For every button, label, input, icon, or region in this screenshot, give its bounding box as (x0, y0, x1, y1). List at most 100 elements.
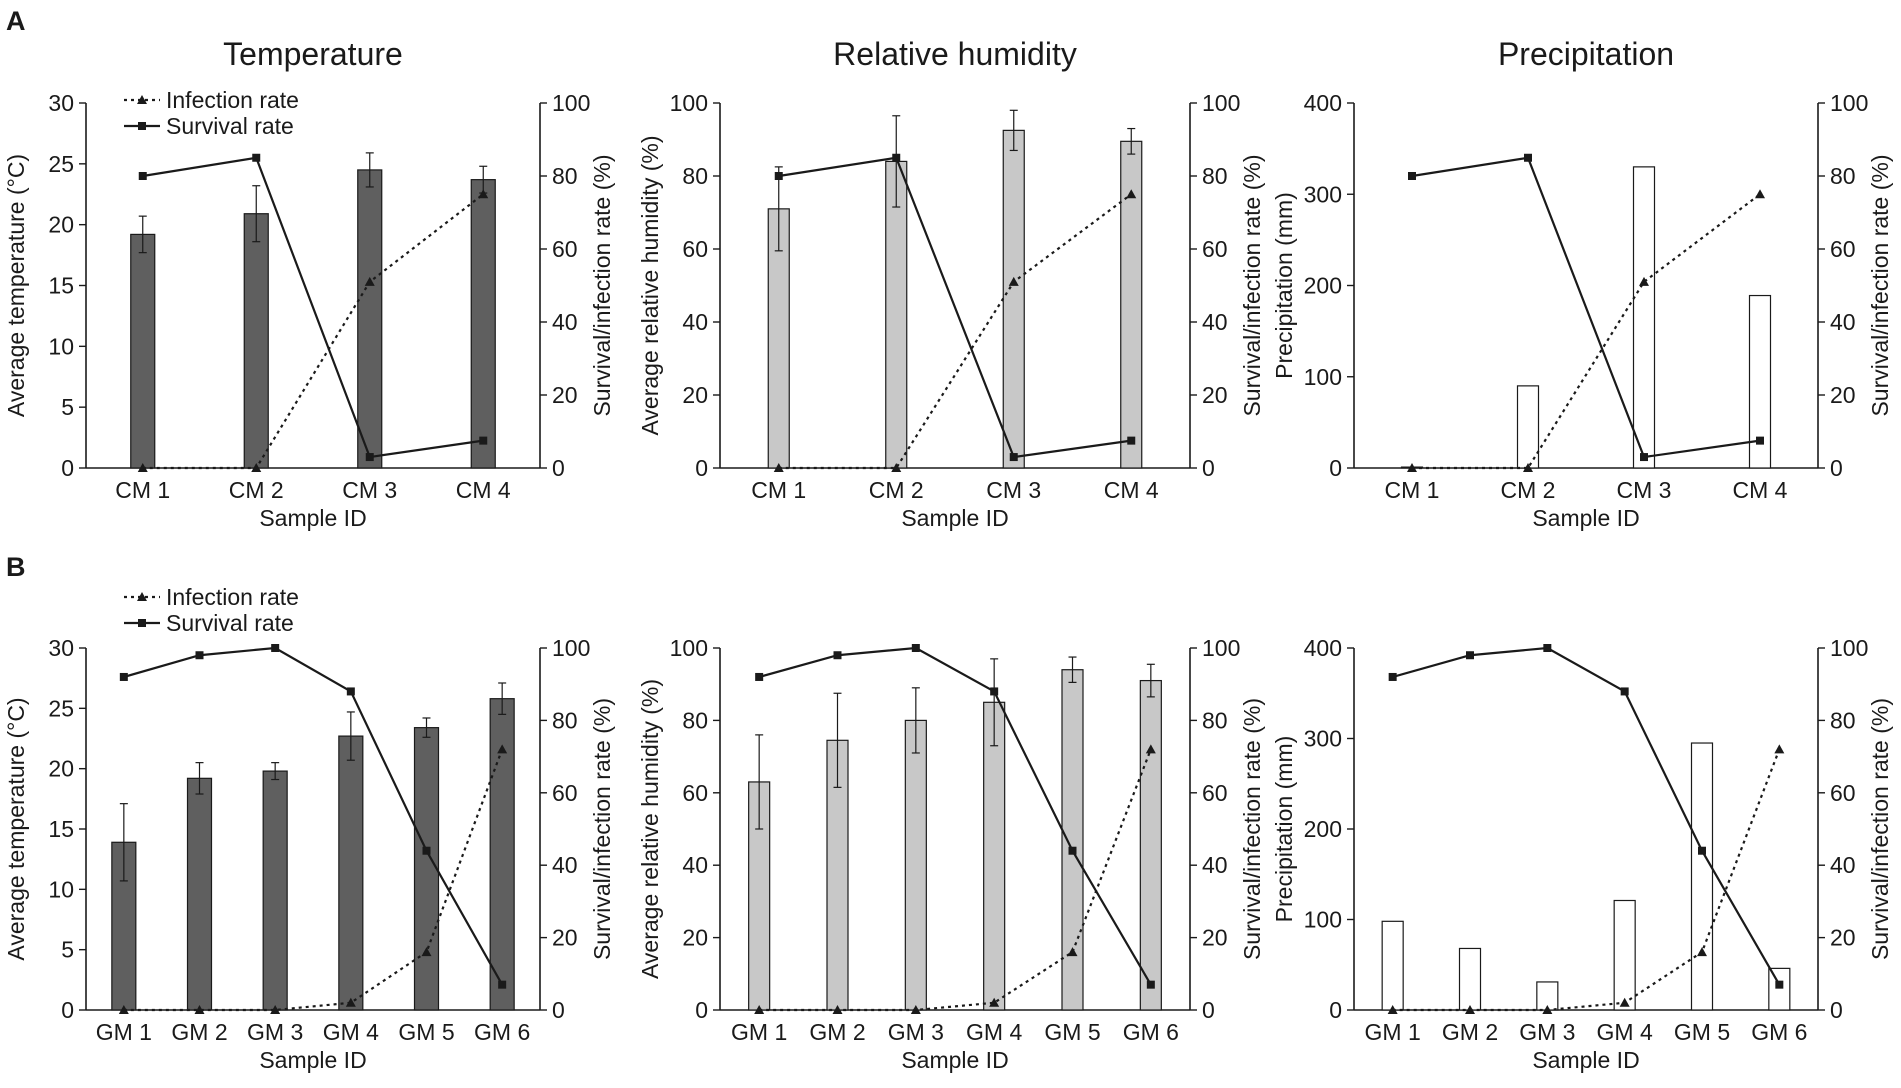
bar (1748, 294, 1772, 469)
survival-rate-point (774, 172, 783, 180)
y2-axis-label: Survival/infection rate (%) (1867, 154, 1893, 416)
y2-tick-label: 60 (1202, 236, 1228, 262)
survival-rate-point (138, 172, 147, 180)
survival-rate-point (755, 672, 764, 681)
y2-tick-label: 40 (1830, 852, 1856, 878)
y2-tick-label: 20 (1202, 925, 1228, 951)
y-tick-label: 100 (1304, 364, 1342, 390)
x-tick-label: GM 6 (474, 1019, 530, 1045)
y-tick-label: 0 (695, 997, 708, 1023)
y-tick-label: 20 (48, 756, 74, 782)
infection-rate-point (1523, 463, 1533, 472)
survival-rate-point (1388, 672, 1397, 681)
x-axis-label: Sample ID (901, 505, 1008, 531)
x-tick-label: GM 4 (1597, 1019, 1653, 1045)
survival-rate-point (892, 153, 901, 162)
x-tick-label: GM 6 (1751, 1019, 1807, 1045)
chart-title: Precipitation (1498, 36, 1674, 72)
survival-rate-point (1543, 644, 1552, 652)
survival-rate-point (1009, 453, 1018, 462)
x-tick-label: CM 1 (1385, 477, 1440, 503)
infection-rate-point (1387, 1005, 1398, 1014)
x-tick-label: CM 3 (1617, 477, 1672, 503)
infection-rate-point (118, 1005, 129, 1014)
y-tick-label: 5 (61, 937, 74, 963)
infection-rate-line (778, 193, 1132, 470)
x-tick-label: CM 1 (115, 477, 170, 503)
infection-rate-point (421, 947, 432, 957)
x-tick-label: GM 3 (1519, 1019, 1575, 1045)
infection-rate-point (1639, 276, 1649, 286)
y2-tick-label: 80 (1202, 707, 1228, 733)
survival-rate-point (1127, 436, 1136, 445)
y-tick-label: 0 (1329, 455, 1342, 481)
y2-tick-label: 0 (1830, 455, 1843, 481)
infection-rate-point (832, 1005, 843, 1014)
x-axis-label: Sample ID (1532, 1047, 1639, 1073)
survival-rate-point (195, 651, 204, 660)
y2-tick-label: 40 (1202, 852, 1228, 878)
chart-title: Relative humidity (833, 36, 1077, 72)
y-tick-label: 20 (48, 212, 74, 238)
infection-rate-point (497, 744, 508, 754)
y2-tick-label: 100 (1202, 635, 1240, 661)
survival-rate-point (1524, 153, 1532, 162)
y2-tick-label: 20 (1830, 382, 1856, 408)
survival-rate-point (1146, 980, 1155, 989)
y-axis-label: Average temperature (°C) (3, 697, 29, 960)
x-tick-label: GM 1 (731, 1019, 787, 1045)
y2-tick-label: 60 (552, 780, 578, 806)
y-tick-label: 100 (670, 635, 708, 661)
bar (1381, 920, 1404, 1011)
chart-title: Temperature (223, 36, 403, 72)
legend-infection-label: Infection rate (166, 584, 299, 610)
survival-rate-point (498, 980, 507, 989)
y2-tick-label: 20 (1202, 382, 1228, 408)
survival-rate-line (1411, 156, 1761, 459)
y2-axis-label: Survival/infection rate (%) (589, 698, 615, 960)
bar (1516, 385, 1540, 469)
infection-rate-point (251, 463, 262, 472)
y2-tick-label: 100 (1830, 635, 1868, 661)
y2-tick-label: 100 (1830, 90, 1868, 116)
x-tick-label: GM 6 (1123, 1019, 1179, 1045)
y2-tick-label: 60 (552, 236, 578, 262)
y-axis-label: Average relative humidity (%) (637, 679, 663, 979)
y-tick-label: 100 (1304, 907, 1342, 933)
y2-tick-label: 0 (1202, 997, 1215, 1023)
x-tick-label: CM 3 (986, 477, 1041, 503)
x-tick-label: CM 4 (1104, 477, 1159, 503)
bar (1061, 669, 1084, 1011)
y-tick-label: 400 (1304, 635, 1342, 661)
survival-rate-point (1068, 846, 1077, 855)
infection-rate-line (123, 748, 504, 1012)
bar (243, 213, 269, 469)
infection-rate-point (194, 1005, 205, 1014)
survival-rate-point (1640, 453, 1648, 462)
y-tick-label: 40 (682, 852, 708, 878)
y2-tick-label: 60 (1830, 236, 1856, 262)
y2-tick-label: 20 (552, 925, 578, 951)
x-axis-label: Sample ID (901, 1047, 1008, 1073)
x-tick-label: CM 4 (1733, 477, 1788, 503)
y2-tick-label: 20 (552, 382, 578, 408)
y2-tick-label: 60 (1830, 780, 1856, 806)
infection-rate-point (364, 276, 375, 286)
chart-2: Relative humidity 0 20 40 60 80 100 0 20 40 60 80 10… (637, 36, 1265, 531)
y2-axis-label: Survival/infection rate (%) (589, 154, 615, 416)
infection-rate-point (1542, 1005, 1553, 1014)
y-tick-label: 20 (682, 925, 708, 951)
bar (1632, 166, 1656, 469)
x-tick-label: CM 3 (342, 477, 397, 503)
bar (357, 169, 383, 469)
y-tick-label: 100 (670, 90, 708, 116)
y2-tick-label: 80 (1830, 707, 1856, 733)
bar (1613, 899, 1636, 1011)
y-tick-label: 0 (61, 997, 74, 1023)
y-tick-label: 40 (682, 309, 708, 335)
y-axis-label: Average temperature (°C) (3, 154, 29, 417)
survival-rate-point (833, 651, 842, 660)
y-tick-label: 300 (1304, 181, 1342, 207)
bar (904, 719, 927, 1011)
survival-rate-point (365, 453, 374, 462)
